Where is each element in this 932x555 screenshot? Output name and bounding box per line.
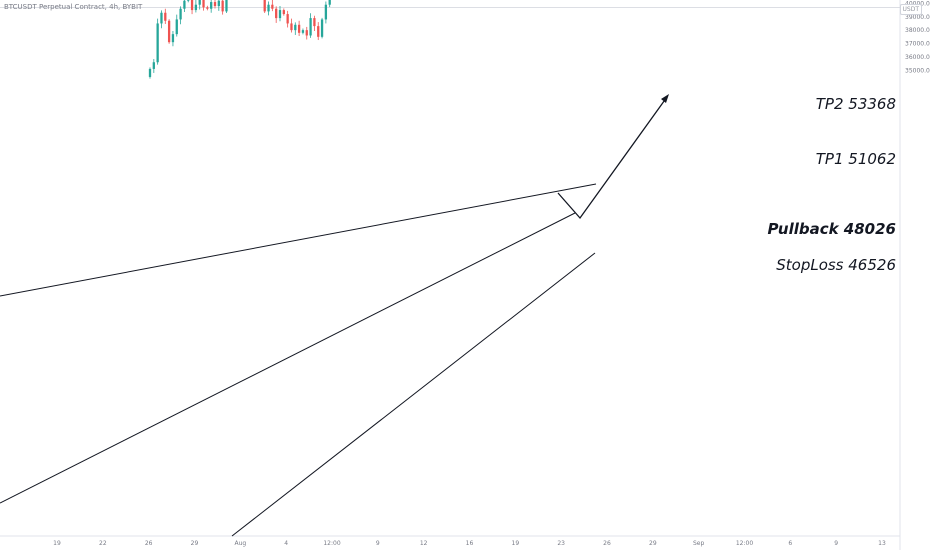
candle bbox=[294, 24, 297, 31]
price-tick-label: 38000.0 bbox=[905, 27, 930, 34]
price-tick-label: 40000.0 bbox=[905, 0, 930, 7]
candle bbox=[202, 0, 205, 8]
time-tick-label: 13 bbox=[878, 540, 886, 547]
time-tick-label: 19 bbox=[512, 540, 520, 547]
candle bbox=[313, 18, 316, 27]
time-tick-label: 6 bbox=[788, 540, 792, 547]
time-tick-label: 26 bbox=[603, 540, 611, 547]
time-tick-label: 29 bbox=[649, 540, 657, 547]
time-tick-label: 23 bbox=[557, 540, 565, 547]
candle bbox=[210, 2, 213, 9]
candle bbox=[206, 7, 209, 9]
candle bbox=[320, 19, 324, 37]
candle bbox=[148, 68, 152, 77]
tp2-annotation: TP2 53368 bbox=[815, 95, 896, 113]
time-tick-label: 12 bbox=[420, 540, 428, 547]
candle bbox=[278, 10, 282, 19]
candle bbox=[164, 12, 167, 21]
tp1-annotation: TP1 51062 bbox=[815, 150, 896, 168]
price-tick-label: 36000.0 bbox=[905, 54, 930, 61]
candle bbox=[282, 10, 285, 15]
time-tick-label: 9 bbox=[376, 540, 380, 547]
candle bbox=[221, 0, 224, 12]
time-tick-label: 26 bbox=[145, 540, 153, 547]
candle bbox=[198, 0, 201, 5]
candle bbox=[275, 8, 278, 19]
time-tick-label: 4 bbox=[284, 540, 288, 547]
time-tick-label: 22 bbox=[99, 540, 107, 547]
candle bbox=[297, 24, 301, 33]
candle bbox=[225, 0, 228, 12]
candle-layer bbox=[148, 0, 331, 79]
grid-layer bbox=[0, 0, 901, 550]
time-tick-label: Sep bbox=[693, 540, 705, 547]
candle bbox=[263, 0, 266, 12]
trend-layer bbox=[0, 94, 669, 537]
candle bbox=[290, 23, 293, 31]
channel-middle-trendline bbox=[0, 212, 576, 504]
time-axis[interactable]: 19 22 26 29 Aug 4 12:00 9 12 16 19 23 26 29 Sep 12:00 6 9… bbox=[53, 540, 886, 547]
channel-upper-trendline bbox=[0, 183, 597, 297]
stoploss-annotation: StopLoss 46526 bbox=[776, 256, 896, 274]
pullback-annotation: Pullback 48026 bbox=[767, 220, 896, 238]
candle bbox=[152, 62, 155, 69]
candle bbox=[187, 0, 190, 1]
time-tick-label: 16 bbox=[466, 540, 474, 547]
candle bbox=[194, 4, 198, 11]
candle bbox=[324, 4, 328, 20]
candle bbox=[160, 12, 163, 24]
candle bbox=[175, 19, 178, 35]
price-tick-label: 37000.0 bbox=[905, 41, 930, 48]
candle bbox=[217, 0, 220, 7]
candle bbox=[179, 8, 182, 20]
candle bbox=[183, 0, 186, 9]
candle bbox=[301, 30, 305, 33]
candle bbox=[213, 2, 217, 7]
projection-path bbox=[557, 96, 668, 220]
symbol-title: BTCUSDT Perpetual Contract, 4h, BYBIT bbox=[4, 3, 143, 11]
channel-lower-trendline bbox=[231, 252, 596, 537]
price-tick-label: 39000.0 bbox=[905, 14, 930, 21]
candle bbox=[286, 14, 289, 24]
projection-arrowhead-icon bbox=[661, 94, 669, 103]
time-tick-label: 29 bbox=[191, 540, 199, 547]
candle bbox=[271, 4, 274, 9]
candle bbox=[309, 18, 312, 36]
time-tick-label: 19 bbox=[53, 540, 61, 547]
price-axis[interactable]: 57000.056000.055000.054000.053000.052000… bbox=[905, 0, 930, 74]
candle bbox=[317, 26, 320, 37]
candle bbox=[156, 23, 159, 63]
time-tick-label: 9 bbox=[834, 540, 838, 547]
time-tick-label: Aug bbox=[234, 540, 246, 547]
candle bbox=[171, 34, 175, 43]
candle bbox=[167, 20, 171, 43]
currency-label[interactable]: USDT bbox=[899, 4, 922, 15]
candle bbox=[305, 30, 308, 36]
candle bbox=[267, 4, 270, 12]
candle bbox=[328, 0, 331, 5]
time-tick-label: 12:00 bbox=[323, 540, 340, 547]
time-tick-label: 12:00 bbox=[736, 540, 753, 547]
price-tick-label: 35000.0 bbox=[905, 67, 930, 74]
candle bbox=[190, 0, 194, 11]
